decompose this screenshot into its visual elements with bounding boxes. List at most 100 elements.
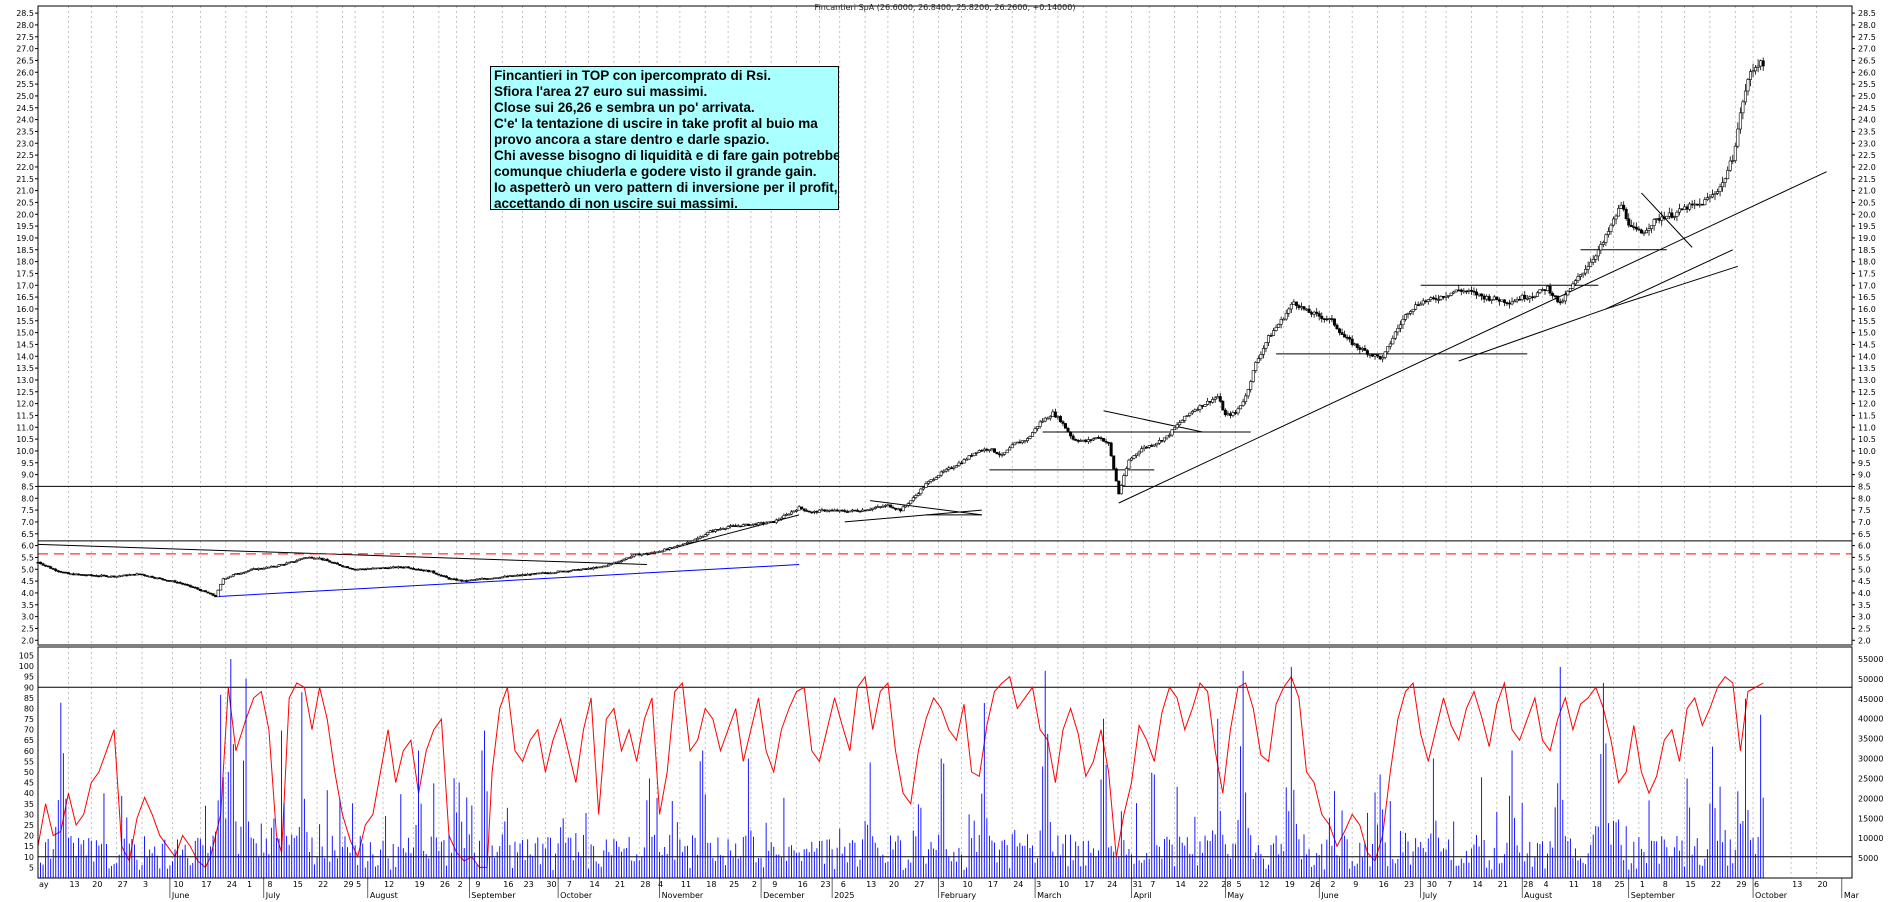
x-tick-label: 28: [640, 880, 650, 889]
rsi-tick: 90: [24, 683, 34, 692]
candle-body: [688, 541, 692, 544]
candle-body: [1305, 308, 1309, 311]
candle-body: [536, 572, 540, 575]
candle-body: [1553, 295, 1557, 297]
candle-body: [44, 564, 48, 567]
candle-body: [1132, 455, 1136, 459]
candle-body: [1213, 397, 1217, 400]
candle-body: [1013, 442, 1017, 446]
candle-body: [1482, 295, 1486, 300]
candle-body: [1386, 346, 1390, 353]
price-tick-right: 11.0: [1858, 423, 1876, 432]
candle-body: [257, 567, 261, 570]
candle-body: [1109, 442, 1113, 457]
candle-body: [812, 511, 816, 513]
candle-body: [310, 556, 314, 559]
candle-body: [287, 561, 291, 564]
candle-body: [307, 556, 311, 559]
candle-body: [1383, 351, 1387, 358]
candle-body: [145, 575, 149, 577]
candle-body: [1190, 411, 1194, 414]
trend-line: [1118, 171, 1827, 504]
candle-body: [1614, 215, 1618, 220]
candle-body: [891, 506, 895, 509]
candle-body: [642, 553, 646, 555]
price-tick-left: 3.5: [21, 601, 34, 610]
candle-body: [1376, 354, 1380, 357]
rsi-panel: [37, 675, 1852, 869]
candle-body: [1485, 296, 1489, 300]
candle-body: [503, 575, 507, 578]
price-tick-right: 15.5: [1858, 317, 1876, 326]
candle-body: [74, 573, 78, 576]
price-tick-right: 4.0: [1858, 589, 1871, 598]
support-line: [218, 564, 800, 597]
candle-body: [1439, 295, 1443, 300]
candle-body: [1079, 440, 1083, 442]
candle-body: [414, 568, 418, 571]
candle-body: [556, 570, 560, 573]
candle-body: [252, 568, 256, 570]
month-label: 2025: [834, 891, 854, 900]
candle-body: [249, 569, 253, 571]
price-tick-right: 4.5: [1858, 577, 1871, 586]
candle-body: [64, 571, 68, 574]
candle-body: [708, 530, 712, 533]
month-label: October: [560, 891, 593, 900]
candle-body: [1398, 324, 1402, 329]
candle-body: [741, 524, 745, 527]
candle-body: [1284, 312, 1288, 320]
candle-body: [1604, 234, 1608, 243]
price-tick-left: 22.0: [16, 163, 34, 172]
candle-body: [713, 529, 717, 532]
x-tick-label: 24: [1013, 880, 1023, 889]
candle-body: [972, 452, 976, 456]
candle-body: [381, 567, 385, 569]
candle-body: [417, 568, 421, 571]
candle-body: [343, 566, 347, 568]
candle-body: [1566, 290, 1570, 296]
candle-body: [883, 505, 887, 507]
candle-body: [447, 577, 451, 580]
price-tick-right: 7.0: [1858, 518, 1871, 527]
price-tick-right: 26.5: [1858, 56, 1876, 65]
candle-body: [1185, 415, 1189, 417]
candle-body: [1297, 305, 1301, 309]
month-label: April: [1133, 891, 1151, 900]
candle-body: [541, 572, 545, 574]
candle-body: [848, 510, 852, 513]
trend-line: [1103, 410, 1203, 433]
note-line: Fincantieri in TOP con ipercomprato di R…: [494, 68, 772, 83]
candle-body: [838, 509, 842, 512]
candle-body: [822, 509, 826, 512]
price-tick-right: 28.5: [1858, 9, 1876, 18]
note-line: C'e' la tentazione di uscire in take pro…: [494, 116, 818, 131]
candle-body: [1365, 350, 1369, 355]
month-label: May: [1227, 891, 1244, 900]
price-tick-left: 27.0: [16, 45, 34, 54]
volume-tick: 5000: [1858, 854, 1878, 863]
price-tick-left: 5.5: [21, 553, 34, 562]
month-label: December: [763, 891, 805, 900]
candle-body: [871, 507, 875, 510]
chart-title: Fincantieri SpA (26.6000, 26.8400, 25.82…: [815, 3, 1076, 12]
x-tick-label: 23: [820, 880, 830, 889]
month-label: August: [370, 891, 398, 900]
candle-body: [1208, 400, 1212, 403]
candle-body: [1302, 306, 1306, 310]
candle-body: [668, 547, 672, 550]
candle-body: [285, 562, 289, 565]
candle-body: [1010, 444, 1014, 449]
x-tick-label: 14: [590, 880, 600, 889]
candle-body: [318, 557, 322, 560]
candle-body: [579, 569, 583, 571]
x-tick-label: 21: [1498, 880, 1508, 889]
candle-body: [1104, 441, 1108, 443]
candle-body: [947, 467, 951, 470]
candle-body: [320, 557, 324, 561]
candle-body: [150, 575, 154, 578]
x-tick-label: 10: [173, 880, 183, 889]
candle-body: [475, 578, 479, 581]
candle-body: [774, 519, 778, 524]
candle-body: [954, 465, 958, 468]
